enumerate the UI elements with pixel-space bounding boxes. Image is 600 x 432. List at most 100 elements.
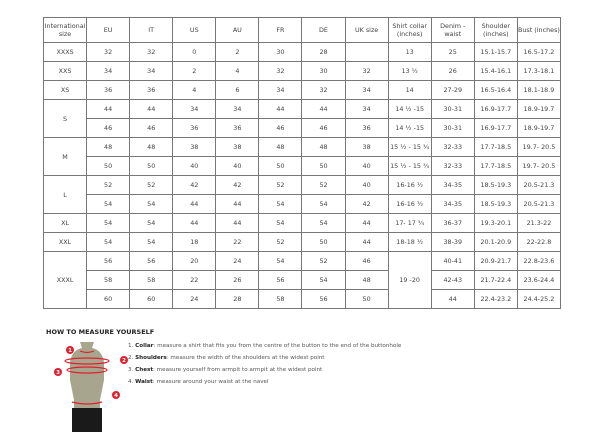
table-cell: 40 xyxy=(344,156,389,176)
table-cell: 30 xyxy=(258,42,303,62)
table-cell: 14 ½ -15 xyxy=(387,118,432,138)
table-cell: 40 xyxy=(172,156,217,176)
table-cell: 34 xyxy=(129,61,174,81)
table-cell: 42-43 xyxy=(430,270,475,290)
table-cell: 19.7- 20.5 xyxy=(516,137,562,157)
table-cell: 54 xyxy=(258,251,303,271)
table-cell: 54 xyxy=(129,194,174,214)
table-row: XXS 34 34 2 4 32 30 32 13 ½ 26 15.4-16.1 17.3-18.1 xyxy=(42,61,562,81)
table-cell: 18.5-19.3 xyxy=(473,194,518,214)
table-cell: 32-33 xyxy=(430,137,475,157)
table-cell: 44 xyxy=(258,99,303,119)
table-cell: 34 xyxy=(344,80,389,100)
table-cell: 18.9-19.7 xyxy=(516,118,562,138)
table-row: XL 54 54 44 44 54 54 44 17- 17 ¾ 36-37 19.3-20.1 21… xyxy=(42,213,562,233)
table-cell: 54 xyxy=(129,213,174,233)
table-cell: 17.3-18.1 xyxy=(516,61,562,81)
table-cell: 18.9-19.7 xyxy=(516,99,562,119)
table-cell: 32 xyxy=(86,42,131,62)
table-cell: 48 xyxy=(86,137,131,157)
table-cell: 58 xyxy=(129,270,174,290)
table-cell: 24 xyxy=(172,289,217,309)
table-cell: 28 xyxy=(215,289,260,309)
table-cell: 54 xyxy=(301,194,346,214)
marker-1: 1 xyxy=(68,348,72,354)
table-cell: 54 xyxy=(129,232,174,252)
table-cell: 16.5-17.2 xyxy=(516,42,562,62)
table-cell: 15.4-16.1 xyxy=(473,61,518,81)
table-cell: 50 xyxy=(301,156,346,176)
table-cell: 44 xyxy=(301,99,346,119)
table-cell: 18.5-19.3 xyxy=(473,175,518,195)
table-row: 46 46 36 36 46 46 36 14 ½ -15 30-31 16.9-17.7 18.9… xyxy=(44,118,562,138)
table-row: 54 54 44 44 54 54 42 16-16 ½ 34-35 18.5-19.3 20.5-… xyxy=(44,194,562,214)
table-cell: 20.9-21.7 xyxy=(473,251,518,271)
table-cell: 50 xyxy=(258,156,303,176)
table-cell: 40 xyxy=(215,156,260,176)
table-cell: 36-37 xyxy=(430,213,475,233)
table-cell: 48 xyxy=(344,270,389,290)
table-cell: 23.6-24.4 xyxy=(516,270,562,290)
column-header: Shoulder (inches) xyxy=(473,17,518,43)
table-cell: 42 xyxy=(215,175,260,195)
table-cell: 52 xyxy=(258,175,303,195)
table-cell: 32 xyxy=(129,42,174,62)
table-cell: 38 xyxy=(344,137,389,157)
table-cell: 6 xyxy=(215,80,260,100)
table-row: 60 60 24 28 58 56 50 44 22.4-23.2 24.4-25.2 xyxy=(44,289,562,309)
table-row: L 52 52 42 42 52 52 40 16-16 ½ 34-35 18.5-19.3 20.5… xyxy=(42,175,562,214)
table-cell: 34 xyxy=(172,99,217,119)
table-cell: XS xyxy=(42,80,88,100)
table-cell: 32-33 xyxy=(430,156,475,176)
table-cell: 36 xyxy=(86,80,131,100)
table-cell: 48 xyxy=(301,137,346,157)
table-cell: 40 xyxy=(344,175,389,195)
table-row: M 48 48 38 38 48 48 38 15 ½ - 15 ¾ 32-33 17.7-18.5… xyxy=(42,137,562,176)
table-cell: 30-31 xyxy=(430,118,475,138)
table-cell: 17.7-18.5 xyxy=(473,137,518,157)
table-cell: 44 xyxy=(172,213,217,233)
column-header: IT xyxy=(129,17,174,43)
table-cell: 60 xyxy=(129,289,174,309)
table-cell: 48 xyxy=(129,137,174,157)
table-cell: 46 xyxy=(86,118,131,138)
table-cell: 34 xyxy=(86,61,131,81)
table-cell: 52 xyxy=(258,232,303,252)
table-cell: 34 xyxy=(215,99,260,119)
table-cell: 34-35 xyxy=(430,175,475,195)
table-cell: L xyxy=(42,175,88,214)
step-waist: 4. Waist: measure around your waist at t… xyxy=(128,379,269,385)
table-cell: 54 xyxy=(258,194,303,214)
table-cell: 21.3-22 xyxy=(516,213,562,233)
table-cell: 34 xyxy=(258,80,303,100)
table-cell: 54 xyxy=(258,213,303,233)
step-chest: 3. Chest: measure yourself from armpit t… xyxy=(128,367,323,373)
table-cell: XXS xyxy=(42,61,88,81)
measure-heading: HOW TO MEASURE YOURSELF xyxy=(46,328,155,336)
table-cell: 17.7-18.5 xyxy=(473,156,518,176)
column-header: DE xyxy=(301,17,346,43)
table-row: XS 36 36 4 6 34 32 34 14 27-29 16.5-16.4 18.1-18.9 xyxy=(42,80,562,100)
table-cell: 46 xyxy=(129,118,174,138)
column-header: Bust (inches) xyxy=(516,17,562,43)
column-header: FR xyxy=(258,17,303,43)
column-header: AU xyxy=(215,17,260,43)
table-cell: 32 xyxy=(258,61,303,81)
table-cell: 58 xyxy=(258,289,303,309)
table-cell: M xyxy=(42,137,88,176)
table-cell: 15 ½ - 15 ¾ xyxy=(387,156,432,176)
table-cell: 38 xyxy=(215,137,260,157)
step-shoulders: 2. Shoulders: measure the width of the s… xyxy=(128,355,325,361)
table-cell: 30-31 xyxy=(430,99,475,119)
column-header: UK size xyxy=(344,17,389,43)
table-cell: 58 xyxy=(86,270,131,290)
table-cell: 50 xyxy=(86,156,131,176)
table-cell: 13 xyxy=(387,42,432,62)
header-row: International size EU IT US AU FR DE UK size Shi… xyxy=(42,17,562,43)
table-cell: 44 xyxy=(344,213,389,233)
table-cell: 54 xyxy=(86,232,131,252)
table-cell: 25 xyxy=(430,42,475,62)
table-cell: 4 xyxy=(172,80,217,100)
table-cell: 54 xyxy=(86,194,131,214)
table-cell: 38-39 xyxy=(430,232,475,252)
